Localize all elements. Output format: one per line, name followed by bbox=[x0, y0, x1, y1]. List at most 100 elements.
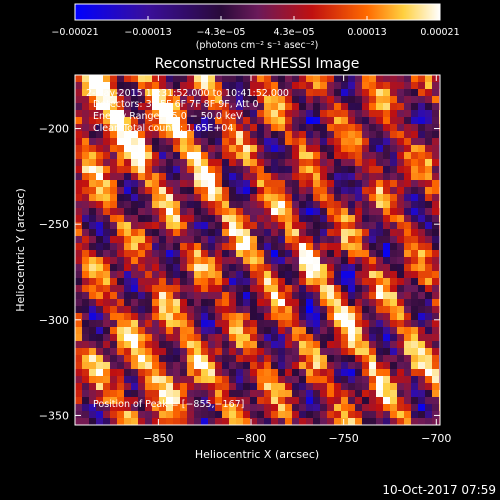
heatmap-cell bbox=[334, 89, 342, 97]
heatmap-cell bbox=[229, 404, 237, 412]
heatmap-cell bbox=[327, 110, 335, 118]
heatmap-cell bbox=[103, 138, 111, 146]
heatmap-cell bbox=[271, 341, 279, 349]
heatmap-cell bbox=[257, 166, 265, 174]
heatmap-cell bbox=[75, 82, 83, 90]
heatmap-cell bbox=[166, 96, 174, 104]
heatmap-cell bbox=[222, 411, 230, 419]
heatmap-cell bbox=[383, 222, 391, 230]
heatmap-cell bbox=[201, 96, 209, 104]
heatmap-cell bbox=[306, 145, 314, 153]
heatmap-cell bbox=[313, 292, 321, 300]
heatmap-cell bbox=[215, 264, 223, 272]
heatmap-cell bbox=[264, 96, 272, 104]
heatmap-cell bbox=[194, 411, 202, 419]
heatmap-cell bbox=[418, 236, 426, 244]
heatmap-cell bbox=[418, 159, 426, 167]
heatmap-cell bbox=[334, 131, 342, 139]
heatmap-cell bbox=[243, 110, 251, 118]
heatmap-cell bbox=[306, 201, 314, 209]
heatmap-cell bbox=[264, 362, 272, 370]
heatmap-cell bbox=[145, 159, 153, 167]
heatmap-cell bbox=[236, 264, 244, 272]
heatmap-cell bbox=[215, 222, 223, 230]
heatmap-cell bbox=[257, 194, 265, 202]
heatmap-cell bbox=[313, 201, 321, 209]
heatmap-cell bbox=[306, 306, 314, 314]
heatmap-cell bbox=[180, 250, 188, 258]
heatmap-cell bbox=[96, 236, 104, 244]
heatmap-cell bbox=[327, 166, 335, 174]
heatmap-cell bbox=[215, 201, 223, 209]
heatmap-cell bbox=[383, 89, 391, 97]
heatmap-cell bbox=[236, 397, 244, 405]
heatmap-cell bbox=[159, 397, 167, 405]
heatmap-cell bbox=[404, 362, 412, 370]
heatmap-cell bbox=[229, 180, 237, 188]
heatmap-cell bbox=[229, 250, 237, 258]
heatmap-cell bbox=[215, 180, 223, 188]
heatmap-cell bbox=[201, 313, 209, 321]
heatmap-cell bbox=[222, 376, 230, 384]
heatmap-cell bbox=[215, 159, 223, 167]
heatmap-cell bbox=[222, 131, 230, 139]
heatmap-cell bbox=[194, 75, 202, 83]
heatmap-cell bbox=[404, 152, 412, 160]
heatmap-cell bbox=[89, 215, 97, 223]
heatmap-cell bbox=[334, 229, 342, 237]
heatmap-cell bbox=[362, 257, 370, 265]
heatmap-cell bbox=[390, 278, 398, 286]
heatmap-cell bbox=[383, 313, 391, 321]
heatmap-cell bbox=[229, 145, 237, 153]
heatmap-cell bbox=[117, 180, 125, 188]
heatmap-cell bbox=[432, 292, 440, 300]
heatmap-cell bbox=[131, 222, 139, 230]
heatmap-cell bbox=[341, 285, 349, 293]
heatmap-cell bbox=[89, 96, 97, 104]
heatmap-cell bbox=[82, 75, 90, 83]
heatmap-cell bbox=[362, 96, 370, 104]
heatmap-cell bbox=[348, 208, 356, 216]
heatmap-cell bbox=[411, 369, 419, 377]
heatmap-cell bbox=[292, 278, 300, 286]
heatmap-cell bbox=[334, 173, 342, 181]
heatmap-cell bbox=[390, 82, 398, 90]
heatmap-cell bbox=[194, 250, 202, 258]
heatmap-cell bbox=[180, 306, 188, 314]
heatmap-cell bbox=[208, 271, 216, 279]
heatmap-cell bbox=[320, 138, 328, 146]
heatmap-cell bbox=[397, 215, 405, 223]
heatmap-cell bbox=[215, 110, 223, 118]
heatmap-cell bbox=[82, 124, 90, 132]
heatmap-cell bbox=[166, 313, 174, 321]
heatmap-cell bbox=[292, 145, 300, 153]
heatmap-cell bbox=[187, 117, 195, 125]
heatmap-cell bbox=[320, 313, 328, 321]
heatmap-cell bbox=[271, 320, 279, 328]
heatmap-cell bbox=[376, 306, 384, 314]
heatmap-cell bbox=[96, 173, 104, 181]
heatmap-cell bbox=[285, 313, 293, 321]
heatmap-cell bbox=[271, 138, 279, 146]
heatmap-cell bbox=[355, 159, 363, 167]
heatmap-cell bbox=[390, 208, 398, 216]
heatmap-cell bbox=[180, 173, 188, 181]
heatmap-cell bbox=[243, 362, 251, 370]
heatmap-cell bbox=[271, 75, 279, 83]
heatmap-cell bbox=[187, 208, 195, 216]
heatmap-cell bbox=[313, 194, 321, 202]
heatmap-cell bbox=[82, 369, 90, 377]
heatmap-cell bbox=[376, 103, 384, 111]
heatmap-cell bbox=[278, 145, 286, 153]
heatmap-cell bbox=[418, 187, 426, 195]
heatmap-cell bbox=[313, 180, 321, 188]
heatmap-cell bbox=[131, 208, 139, 216]
heatmap-cell bbox=[306, 166, 314, 174]
heatmap-cell bbox=[250, 145, 258, 153]
heatmap-cell bbox=[96, 327, 104, 335]
heatmap-cell bbox=[285, 173, 293, 181]
heatmap-cell bbox=[425, 110, 433, 118]
heatmap-cell bbox=[250, 411, 258, 419]
heatmap-cell bbox=[166, 124, 174, 132]
heatmap-cell bbox=[334, 194, 342, 202]
